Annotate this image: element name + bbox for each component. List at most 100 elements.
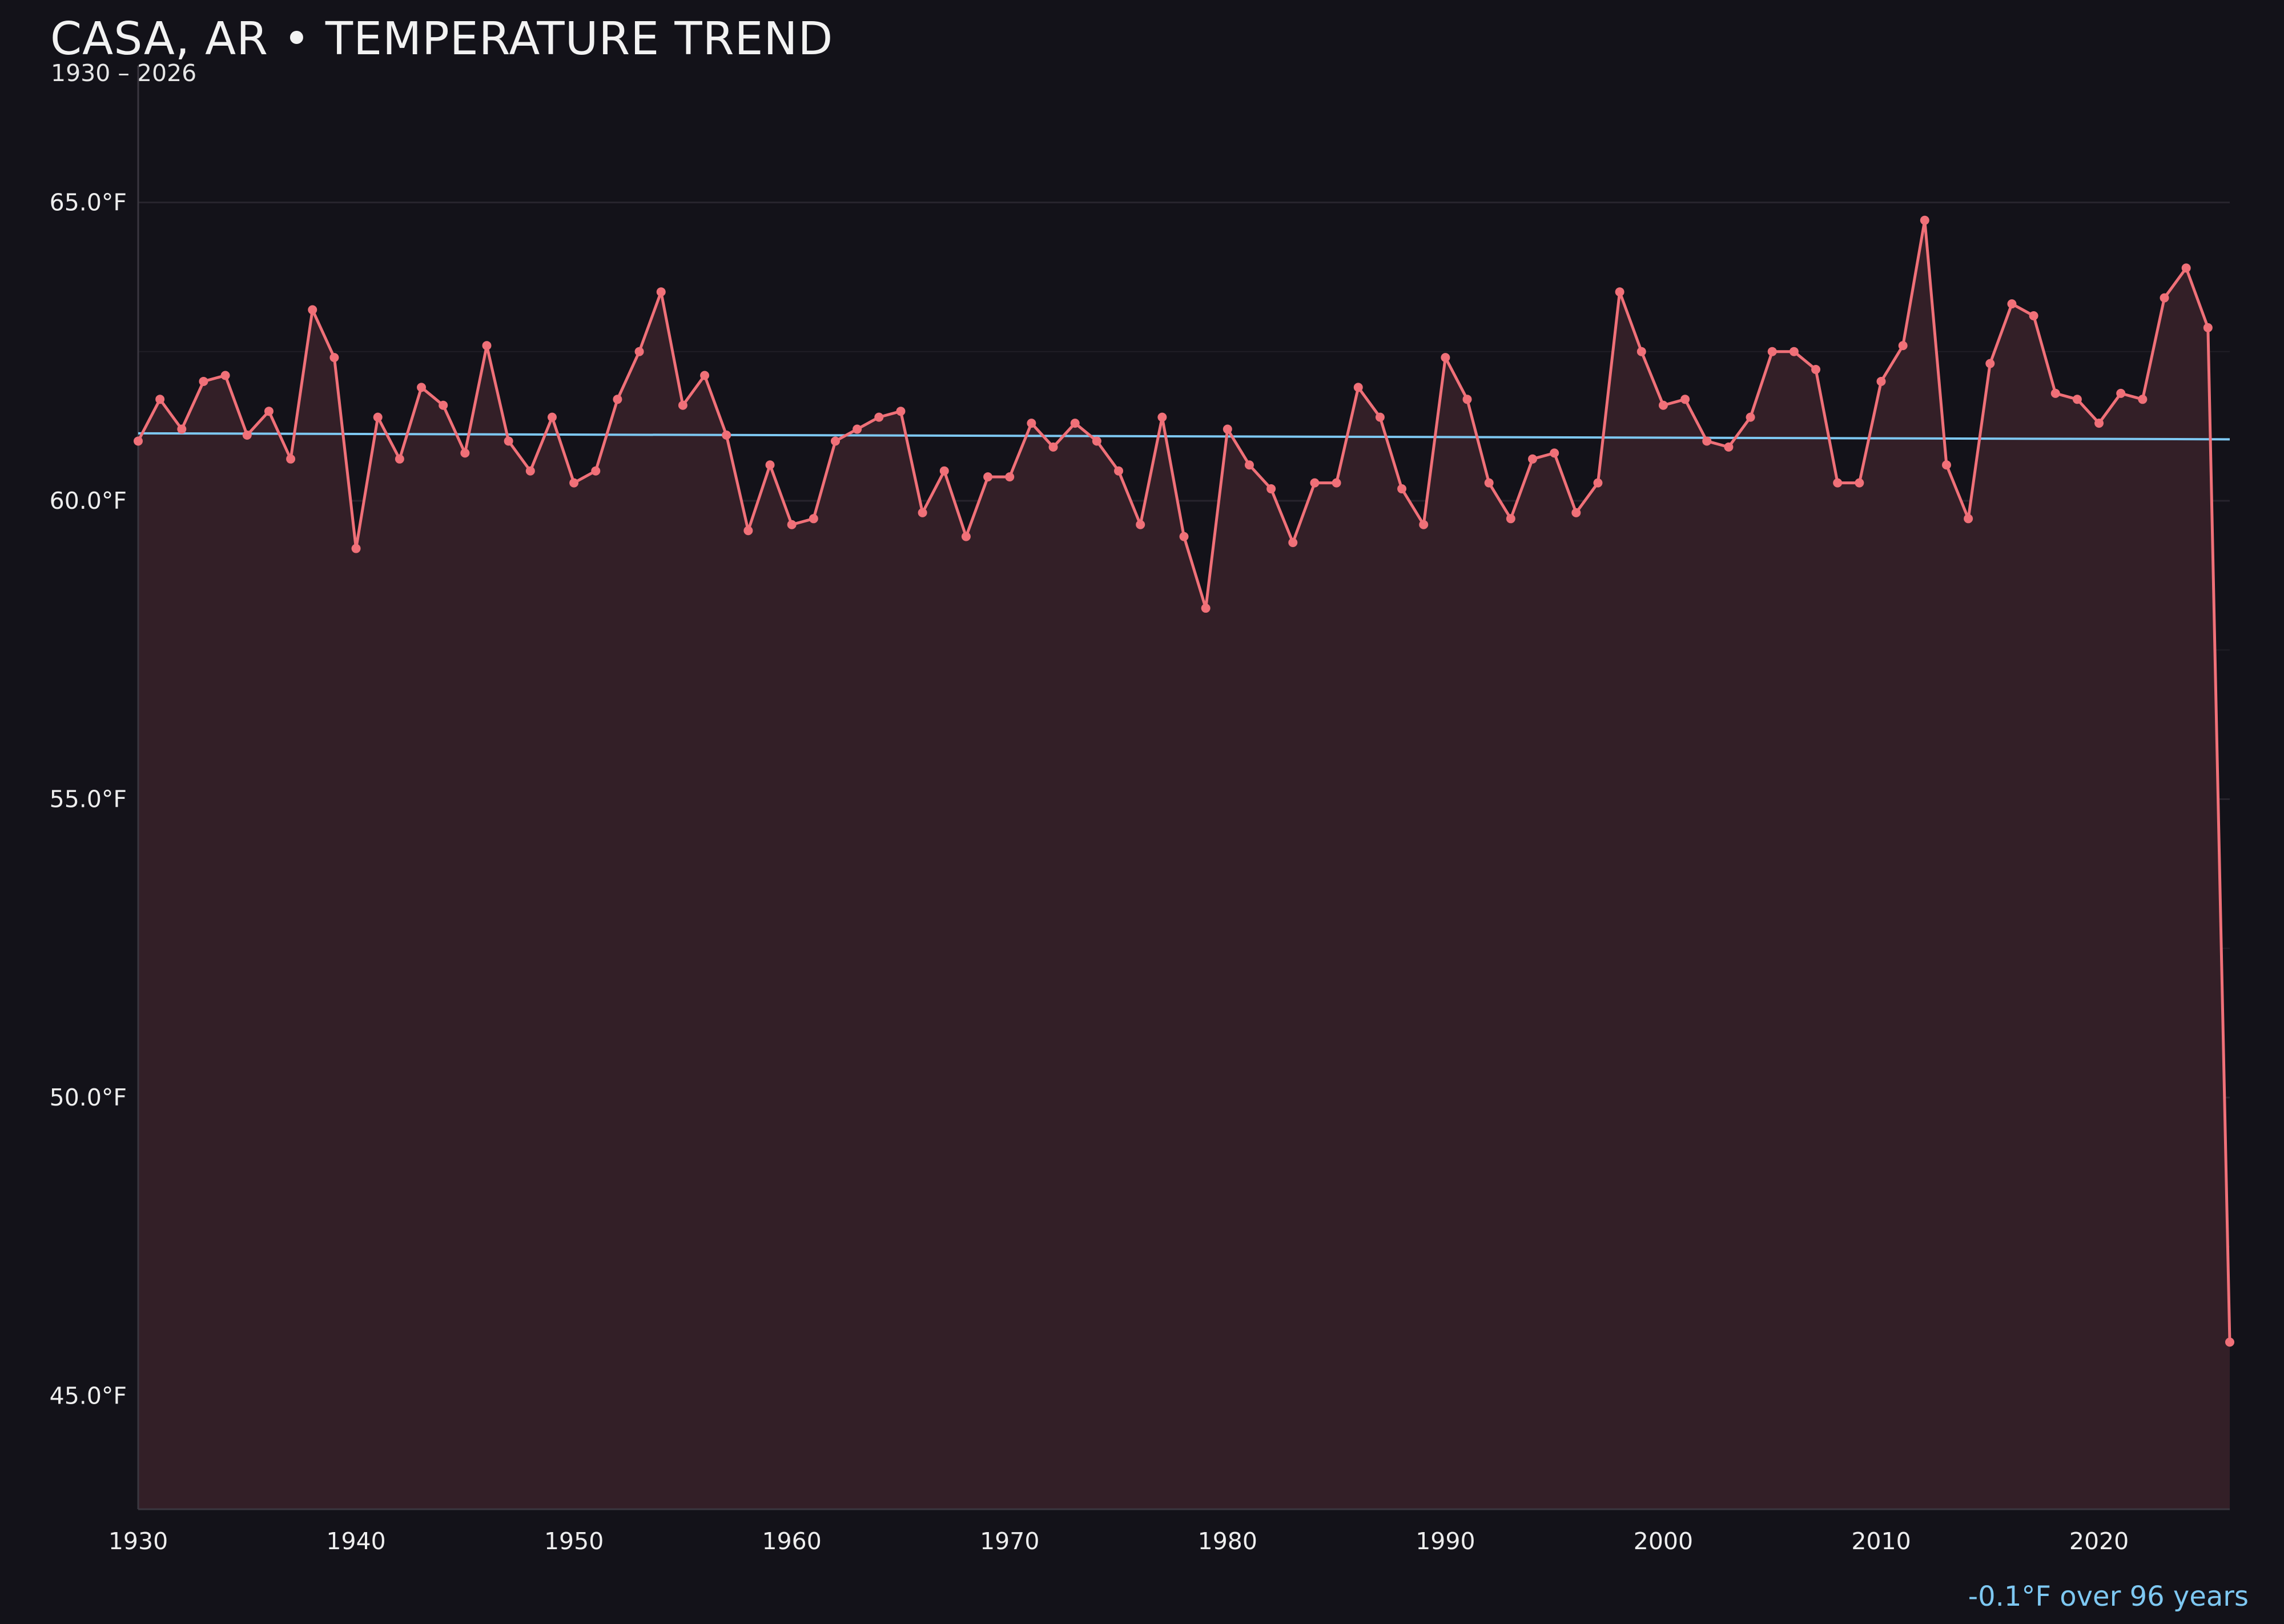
data-point — [656, 287, 666, 297]
data-point — [286, 454, 296, 464]
data-point — [1266, 484, 1276, 494]
data-point — [809, 514, 818, 524]
data-point — [918, 508, 927, 517]
data-point — [1506, 514, 1515, 524]
data-point — [765, 460, 775, 470]
data-point — [482, 341, 492, 351]
data-point — [242, 431, 252, 440]
trend-line-segment — [138, 432, 2230, 441]
data-point — [678, 400, 687, 410]
data-point — [1462, 395, 1472, 404]
data-point — [2138, 395, 2148, 404]
data-point — [1746, 412, 1755, 422]
series-area — [138, 220, 2230, 1509]
data-point — [1288, 538, 1298, 548]
data-point — [2225, 1337, 2234, 1347]
data-point — [439, 400, 448, 410]
data-point — [373, 412, 383, 422]
x-tick-label: 2000 — [1634, 1527, 1693, 1555]
data-point — [1920, 215, 1929, 225]
data-point — [2116, 388, 2126, 398]
x-tick-label: 1950 — [544, 1527, 604, 1555]
data-point — [547, 412, 557, 422]
data-point — [504, 436, 513, 446]
data-point — [1441, 353, 1450, 363]
data-point — [634, 347, 644, 356]
x-tick-label: 1990 — [1416, 1527, 1475, 1555]
data-point — [1092, 436, 1101, 446]
data-point — [591, 466, 601, 476]
data-point — [1136, 520, 1145, 529]
data-point — [700, 371, 710, 380]
data-point — [1397, 484, 1407, 494]
data-point — [1724, 442, 1734, 452]
data-point — [1528, 454, 1537, 464]
data-point — [351, 544, 361, 553]
y-tick-label: 45.0°F — [50, 1382, 127, 1409]
data-point — [1876, 376, 1886, 386]
data-point — [1027, 419, 1036, 428]
data-point — [1070, 419, 1080, 428]
data-point — [896, 407, 906, 416]
data-point — [2181, 263, 2191, 273]
data-point — [1419, 520, 1429, 529]
data-point — [417, 383, 427, 392]
data-point — [329, 353, 339, 363]
data-point — [743, 526, 753, 536]
data-point — [1332, 478, 1341, 488]
trend-line — [138, 432, 2230, 441]
chart-subtitle: 1930 – 2026 — [51, 59, 197, 87]
data-point — [460, 448, 470, 458]
data-point — [1855, 478, 1864, 488]
data-point — [2160, 293, 2169, 303]
x-tick-label: 2020 — [2069, 1527, 2129, 1555]
data-point — [1615, 287, 1624, 297]
trend-summary: -0.1°F over 96 years — [1968, 1581, 2249, 1613]
data-point — [134, 436, 143, 446]
tick-labels: 45.0°F 50.0°F 55.0°F 60.0°F 65.0°F 1930 1940 19… — [50, 188, 2129, 1555]
y-tick-label: 65.0°F — [50, 188, 127, 216]
axes — [137, 66, 2230, 1510]
data-point — [2094, 419, 2104, 428]
data-point — [1223, 424, 1232, 434]
y-tick-label: 55.0°F — [50, 785, 127, 813]
data-point — [2007, 299, 2017, 309]
data-point — [2072, 395, 2082, 404]
x-tick-label: 2010 — [1851, 1527, 1911, 1555]
data-point — [1201, 604, 1211, 613]
y-tick-label: 50.0°F — [50, 1084, 127, 1111]
data-point — [613, 395, 622, 404]
data-point — [853, 424, 862, 434]
data-point — [199, 376, 208, 386]
data-point — [939, 466, 949, 476]
data-point — [1244, 460, 1254, 470]
data-point — [1702, 436, 1712, 446]
data-point — [1550, 448, 1559, 458]
x-tick-label: 1930 — [108, 1527, 168, 1555]
y-tick-label: 60.0°F — [50, 487, 127, 514]
data-point — [569, 478, 579, 488]
data-point — [525, 466, 535, 476]
x-tick-label: 1970 — [980, 1527, 1039, 1555]
data-point — [1593, 478, 1603, 488]
data-point — [2203, 323, 2213, 332]
data-point — [395, 454, 404, 464]
data-point — [1310, 478, 1320, 488]
data-point — [1680, 395, 1690, 404]
data-point — [1789, 347, 1799, 356]
data-point — [264, 407, 274, 416]
area-fill — [138, 220, 2230, 1509]
data-point — [1985, 359, 1995, 368]
x-tick-label: 1960 — [762, 1527, 822, 1555]
data-point — [983, 472, 993, 482]
data-point — [1048, 442, 1058, 452]
data-point — [308, 305, 317, 315]
data-point — [1898, 341, 1908, 351]
temperature-series — [134, 215, 2234, 1347]
data-point — [831, 436, 840, 446]
data-point — [1658, 400, 1668, 410]
data-point — [1571, 508, 1581, 517]
data-point — [1964, 514, 1973, 524]
data-point — [177, 424, 187, 434]
